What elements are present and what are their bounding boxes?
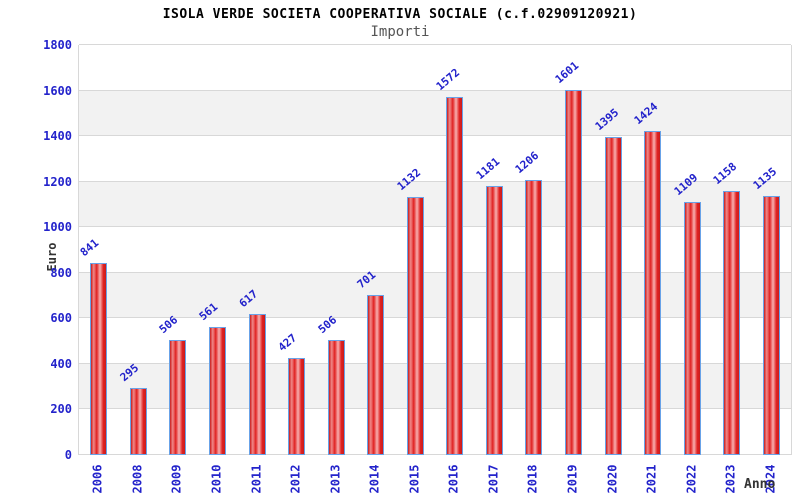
bar: [327, 339, 345, 455]
bar: [446, 96, 464, 455]
y-tick-label: 1800: [43, 38, 72, 52]
x-tick: 2015: [394, 457, 434, 500]
bar: [208, 327, 226, 455]
bar-value-label: 1601: [552, 59, 582, 87]
bar: [762, 196, 780, 455]
bar: [485, 186, 503, 455]
gridline: [79, 271, 791, 273]
x-tick-label: 2008: [130, 464, 145, 493]
x-tick: 2006: [78, 457, 118, 500]
bar: [406, 197, 424, 455]
plot-band: [79, 363, 791, 410]
x-tick-label: 2019: [565, 464, 580, 493]
y-tick-label: 400: [50, 356, 72, 371]
chart-subtitle: Importi: [370, 24, 430, 40]
x-tick-label: 2016: [446, 464, 461, 493]
gridline: [79, 44, 791, 45]
bar: [683, 202, 701, 455]
y-tick-label: 1200: [43, 174, 72, 189]
bar: [129, 387, 147, 455]
y-tick-label: 200: [50, 402, 72, 417]
x-tick-label: 2020: [604, 464, 619, 493]
gridline: [79, 362, 791, 364]
x-tick: 2013: [315, 457, 355, 500]
bar: [169, 339, 187, 455]
plot-band: [79, 272, 791, 319]
y-axis-labels: 0 200 400 600 800 1000 1200 1400 1600 1800: [0, 0, 72, 500]
y-tick-label: 0: [64, 448, 72, 462]
bar: [564, 90, 582, 455]
bar-value-label: 1181: [473, 155, 503, 182]
gridline: [79, 135, 791, 137]
bar: [604, 137, 622, 455]
x-tick-label: 2023: [723, 464, 738, 493]
x-tick-label: 2012: [288, 464, 303, 493]
x-axis-labels: 2006 2008 2009 2010 2011 2012 2013 2014 2015 2016…: [78, 457, 790, 500]
x-tick-label: 2010: [209, 464, 224, 493]
bar: [248, 314, 266, 455]
x-tick: 2014: [355, 457, 395, 500]
plot-band: [79, 90, 791, 137]
gridline: [79, 454, 791, 455]
x-tick-label: 2022: [684, 464, 699, 493]
gridline: [79, 317, 791, 319]
x-axis-title: Anno: [744, 477, 776, 492]
x-tick-label: 2017: [486, 464, 501, 493]
x-tick-label: 2011: [248, 464, 263, 493]
x-tick: 2011: [236, 457, 276, 500]
chart-title: ISOLA VERDE SOCIETA COOPERATIVA SOCIALE …: [162, 7, 638, 22]
y-tick-label: 1400: [43, 129, 72, 144]
gridline: [79, 89, 791, 91]
bar: [90, 263, 108, 455]
gridline: [79, 226, 791, 228]
plot-band: [79, 181, 791, 228]
y-tick-label: 1600: [43, 83, 72, 98]
bar-value-label: 1206: [513, 149, 542, 177]
x-tick: 2019: [553, 457, 593, 500]
bar: [723, 191, 741, 455]
x-tick-label: 2014: [367, 464, 382, 493]
gridline: [79, 408, 791, 410]
bar: [644, 130, 662, 455]
x-tick: 2017: [474, 457, 514, 500]
x-tick-label: 2006: [90, 464, 105, 493]
y-tick-label: 600: [50, 311, 72, 326]
x-tick: 2008: [118, 457, 158, 500]
bar-value-label: 841: [77, 236, 102, 260]
y-tick-label: 1000: [43, 220, 72, 235]
x-tick-label: 2015: [407, 464, 422, 493]
x-tick: 2012: [276, 457, 316, 500]
x-tick: 2018: [513, 457, 553, 500]
plot-area: 841 295 506 561 617 427 506 701 1132 1572 1181 1206…: [77, 44, 792, 455]
y-tick-label: 800: [50, 265, 72, 280]
x-tick-label: 2018: [525, 464, 540, 493]
bar: [525, 180, 543, 455]
x-tick: 2010: [197, 457, 237, 500]
gridline: [79, 180, 791, 182]
x-tick: 2022: [671, 457, 711, 500]
x-tick: 2009: [157, 457, 197, 500]
bar: [367, 295, 385, 455]
bar-value-label: 427: [275, 331, 300, 354]
bar: [288, 357, 306, 455]
x-tick-label: 2013: [328, 464, 343, 493]
x-tick: 2021: [632, 457, 672, 500]
x-tick: 2020: [592, 457, 632, 500]
x-tick-label: 2021: [644, 464, 659, 493]
x-tick: 2016: [434, 457, 474, 500]
x-tick-label: 2009: [169, 464, 184, 493]
